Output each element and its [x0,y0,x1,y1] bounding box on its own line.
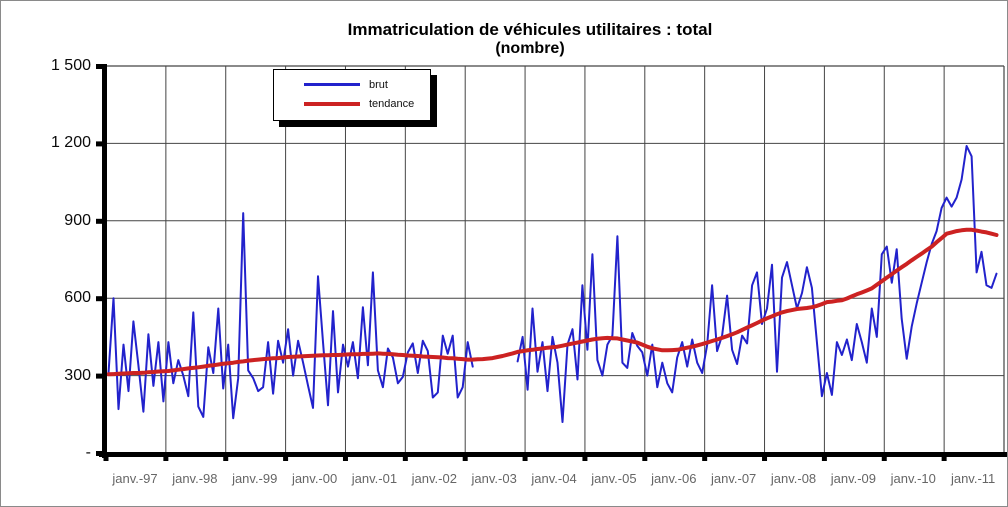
x-axis-label: janv.-01 [351,471,398,486]
x-axis-label: janv.-00 [291,471,338,486]
x-tick [163,457,169,461]
y-tick [96,218,102,224]
x-axis-label: janv.-99 [232,471,278,486]
x-tick [402,457,408,461]
y-axis-label: 600 [64,289,91,307]
y-tick [96,451,102,456]
x-tick [821,457,827,461]
legend-line-sample-tendance [304,101,360,106]
x-axis-label: janv.-05 [591,471,637,486]
x-tick [762,457,768,461]
x-tick [342,457,348,461]
chart-title: Immatriculation de véhicules utilitaires… [347,20,713,39]
y-tick [96,373,102,379]
y-axis-label: 1 200 [50,134,91,152]
tendance-line [106,227,999,377]
x-tick [881,457,887,461]
x-axis-label: janv.-10 [890,471,936,486]
x-tick [642,457,648,461]
legend-label-brut: brut [369,78,388,91]
x-tick [702,457,708,461]
x-axis-label: janv.-98 [172,471,218,486]
x-axis-label: janv.-06 [651,471,697,486]
legend-label-tendance: tendance [369,97,415,110]
x-tick [582,457,588,461]
y-tick [96,64,102,69]
x-axis-label: janv.-97 [112,471,158,486]
x-tick [941,457,947,461]
x-tick [103,457,109,461]
x-axis-label: janv.-03 [471,471,517,486]
y-tick [96,296,102,302]
x-axis-label: janv.-09 [830,471,877,486]
x-axis-label: janv.-07 [711,471,757,486]
x-axis-label: janv.-11 [950,471,996,486]
x-axis-line [99,452,1007,457]
legend-item-tendance: tendance [274,94,430,113]
x-tick [283,457,289,461]
x-tick [223,457,229,461]
y-axis-label: 1 500 [50,57,91,74]
y-axis-label: 300 [64,366,91,384]
y-axis-label: - [85,444,91,461]
plot-background [106,66,1004,453]
brut-line [107,145,998,423]
y-axis-line [102,64,107,458]
legend-line-sample-brut [304,83,360,86]
legend-item-brut: brut [274,75,430,94]
chart-subtitle: (nombre) [495,40,565,57]
y-axis-label: 900 [64,211,91,229]
x-tick [522,457,528,461]
x-axis-label: janv.-04 [531,471,577,486]
legend: brut tendance [273,69,431,121]
x-tick [462,457,468,461]
y-tick [96,141,102,147]
x-axis-label: janv.-02 [411,471,457,486]
x-axis-label: janv.-08 [770,471,817,486]
